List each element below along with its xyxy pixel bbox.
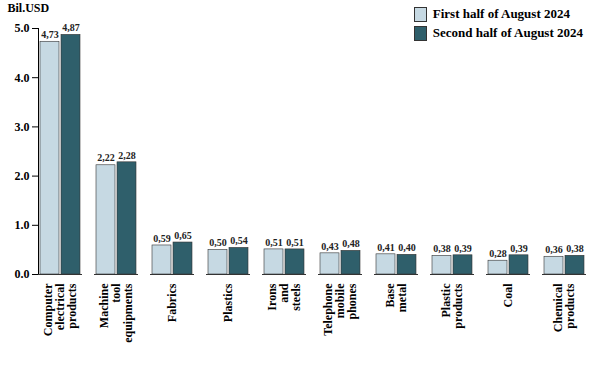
svg-text:0,50: 0,50 [209,237,227,248]
svg-text:Machinetoolequipments: Machinetoolequipments [97,283,135,343]
svg-text:Telephonemobilephones: Telephonemobilephones [321,283,359,336]
svg-text:0,54: 0,54 [230,235,248,246]
svg-text:0,59: 0,59 [153,233,171,244]
svg-text:Basemetal: Basemetal [383,283,409,312]
svg-text:0,43: 0,43 [321,241,339,252]
svg-text:0,39: 0,39 [454,243,472,254]
svg-text:Chemicalproducts: Chemicalproducts [551,283,577,332]
svg-text:4,87: 4,87 [62,22,80,33]
svg-text:2,28: 2,28 [118,150,136,161]
svg-text:5.0: 5.0 [15,21,30,35]
svg-text:Computerelectricalproducts: Computerelectricalproducts [41,283,79,336]
svg-text:Coal: Coal [501,283,515,308]
svg-text:2.0: 2.0 [15,169,30,183]
html-text:First half of August 2024: First half of August 2024 [432,6,570,21]
svg-text:Ironsandsteels: Ironsandsteels [265,283,303,311]
svg-text:1.0: 1.0 [15,218,30,232]
svg-text:0,38: 0,38 [433,243,451,254]
svg-text:0,38: 0,38 [566,243,584,254]
svg-text:Plasticproducts: Plasticproducts [439,283,465,329]
svg-text:2,22: 2,22 [97,152,115,163]
svg-text:0,41: 0,41 [377,242,395,253]
svg-text:0,51: 0,51 [286,237,304,248]
svg-text:Fabrics: Fabrics [165,283,179,322]
svg-text:4,73: 4,73 [41,29,59,40]
svg-text:0,51: 0,51 [265,237,283,248]
svg-text:Bil.USD: Bil.USD [8,1,50,15]
svg-text:0.0: 0.0 [15,267,30,281]
svg-text:0,36: 0,36 [545,244,563,255]
svg-text:Plastics: Plastics [221,283,235,322]
svg-text:4.0: 4.0 [15,71,30,85]
svg-text:0,48: 0,48 [342,238,360,249]
html-text:Second half of August 2024: Second half of August 2024 [432,25,583,40]
svg-text:0,65: 0,65 [174,230,192,241]
svg-text:0,28: 0,28 [489,248,507,259]
svg-text:3.0: 3.0 [15,120,30,134]
svg-text:0,40: 0,40 [398,242,416,253]
svg-text:0,39: 0,39 [510,243,528,254]
